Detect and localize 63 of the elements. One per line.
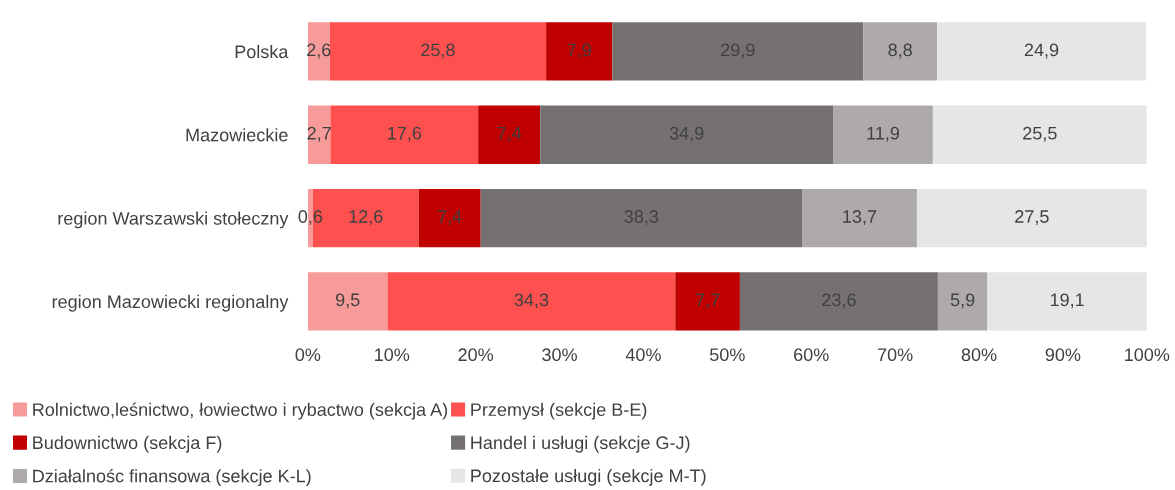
data-label: 2,7 [307,126,331,142]
x-tick-label: 30% [542,348,577,362]
x-tick-label: 90% [1045,348,1081,362]
bar [307,22,330,81]
bar [675,272,740,331]
y-tick-label: Mazowieckie [186,128,288,142]
bar [546,22,613,81]
data-label: 7,9 [567,43,591,59]
y-tick-label: region Mazowiecki regionalny [52,294,289,312]
bar [480,188,802,248]
data-label: 17,6 [388,126,422,142]
bar [932,105,1147,164]
y-tick-label: Polska [235,44,289,59]
bar [916,188,1147,248]
legend-label: Rolnictwo,leśnictwo, łowiectwo i rybactwo (sekcja A) [33,402,448,420]
bar [329,22,547,81]
data-label: 5,9 [950,293,975,309]
data-label: 24,9 [1024,43,1059,59]
legend-label: Budownictwo (sekcja F) [33,435,222,453]
bar [937,272,988,331]
x-tick-label: 70% [877,348,913,362]
data-label: 11,9 [867,126,899,142]
bar [540,105,834,164]
data-label: 7,4 [497,127,522,142]
bar [987,272,1147,331]
data-label: 8,8 [888,43,912,59]
legend-label: Handel i usługi (sekcje G-J) [471,435,690,453]
legend-label: Działalnośc finansowa (sekcje K-L) [33,468,311,486]
data-label: 19,1 [1050,293,1084,309]
data-label: 25,5 [1023,126,1057,142]
bar [863,22,938,81]
data-label: 2,6 [307,43,331,59]
legend-label: Pozostałe usługi (sekcje M-T) [471,468,706,486]
bar [387,272,676,331]
bar [307,272,388,331]
bar [739,272,938,331]
data-label: 25,8 [421,43,455,59]
data-label: 27,5 [1015,210,1049,226]
x-tick-label: 60% [794,348,829,362]
data-label: 7,7 [695,293,720,309]
data-label: 7,4 [438,210,462,226]
x-tick-label: 20% [458,348,494,362]
data-label: 34,3 [514,293,549,309]
bar [307,105,331,164]
data-label: 0,6 [298,210,323,226]
data-label: 13,7 [843,210,877,226]
bar [833,105,933,164]
x-tick-label: 100% [1125,348,1170,362]
data-label: 9,5 [336,293,360,309]
legend-label: Przemysł (sekcje B-E) [471,402,647,420]
y-tick-label: region Warszawski stołeczny [58,211,289,229]
data-label: 12,6 [349,210,383,226]
x-tick-label: 50% [709,348,745,362]
x-tick-label: 10% [375,348,410,362]
bar [937,22,1146,81]
bar [801,188,917,248]
x-tick-label: 80% [961,348,997,362]
bar [478,105,541,164]
bar [418,188,481,248]
bar [330,105,479,164]
x-tick-label: 0% [295,348,321,362]
x-tick-label: 40% [625,348,661,362]
bar [612,22,864,81]
